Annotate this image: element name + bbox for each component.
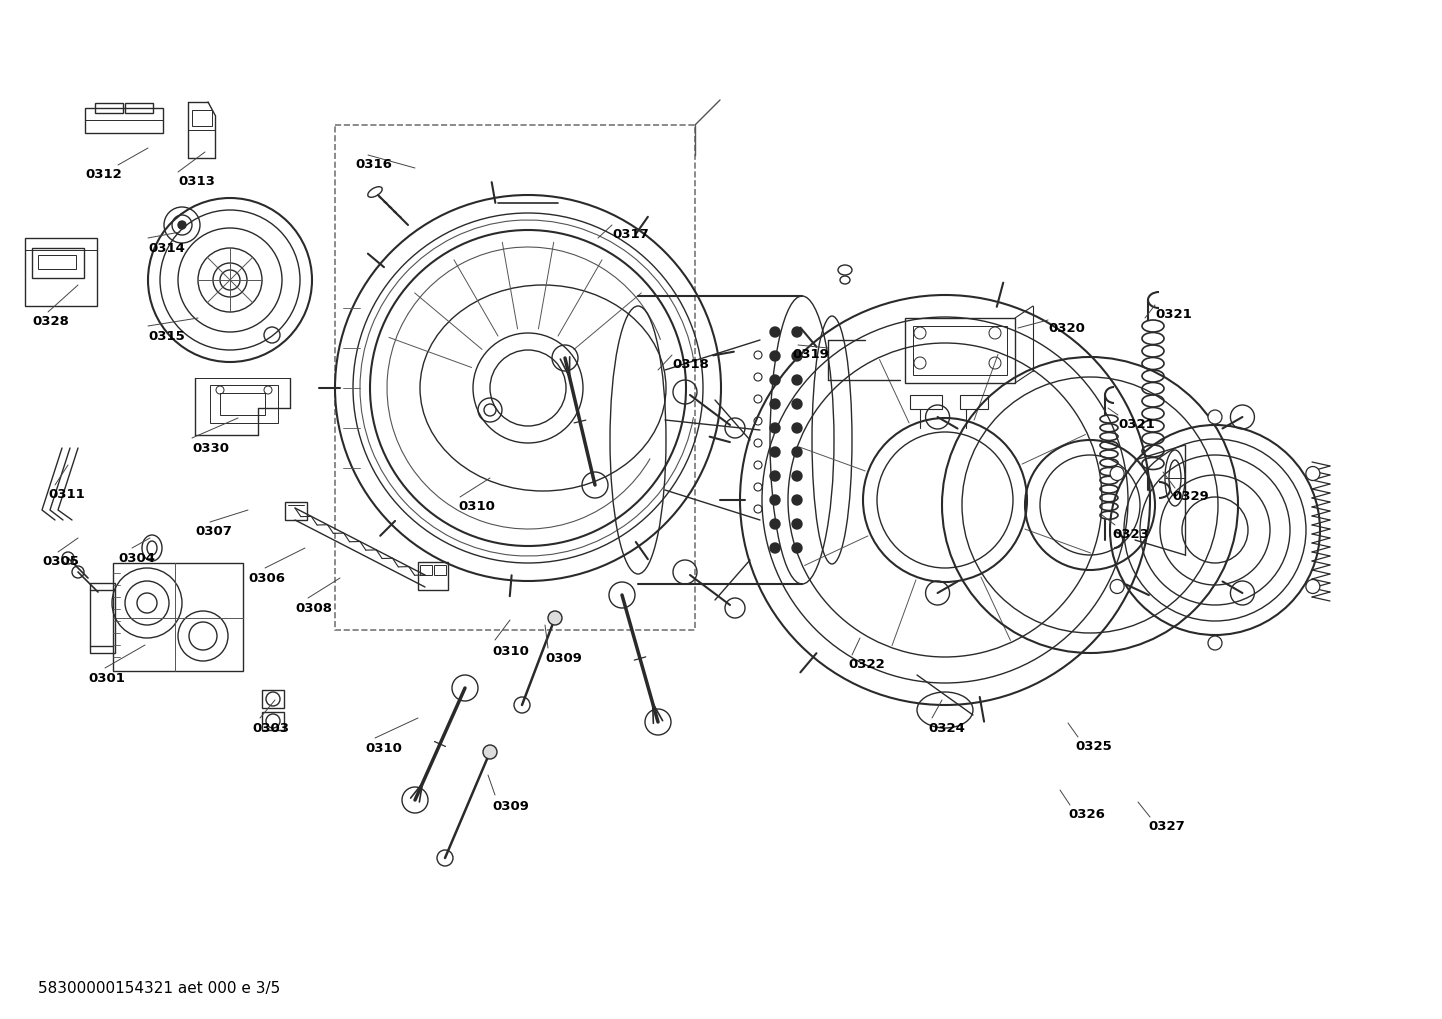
Circle shape — [1306, 580, 1319, 593]
Bar — [95, 103, 123, 113]
Bar — [335, 125, 695, 630]
Bar — [960, 395, 988, 409]
Circle shape — [770, 447, 780, 457]
Circle shape — [770, 423, 780, 433]
Text: 0321: 0321 — [1118, 418, 1155, 431]
Circle shape — [770, 351, 780, 361]
Circle shape — [792, 495, 802, 505]
Bar — [192, 110, 212, 126]
Text: 0327: 0327 — [1148, 820, 1185, 833]
Circle shape — [1208, 410, 1221, 424]
Circle shape — [792, 399, 802, 409]
Text: 0318: 0318 — [672, 358, 709, 371]
Bar — [32, 248, 84, 278]
Text: 0317: 0317 — [611, 228, 649, 242]
Bar — [89, 583, 115, 653]
Bar — [262, 690, 284, 708]
Circle shape — [792, 447, 802, 457]
Bar — [910, 395, 942, 409]
Text: 0308: 0308 — [296, 602, 332, 615]
Bar — [25, 238, 97, 306]
Circle shape — [792, 471, 802, 481]
Text: 0314: 0314 — [149, 242, 185, 255]
Circle shape — [770, 399, 780, 409]
Text: 0312: 0312 — [85, 168, 121, 181]
Text: 0322: 0322 — [848, 658, 885, 671]
Bar — [286, 502, 307, 520]
Circle shape — [1110, 467, 1125, 481]
Bar — [211, 385, 278, 423]
Text: 0313: 0313 — [177, 175, 215, 187]
Text: 0320: 0320 — [1048, 322, 1084, 335]
Text: 0304: 0304 — [118, 552, 154, 565]
Bar — [85, 108, 163, 133]
Text: 0310: 0310 — [492, 645, 529, 658]
Text: 0315: 0315 — [149, 330, 185, 343]
Circle shape — [1110, 580, 1125, 593]
Bar — [434, 565, 446, 575]
Text: 0310: 0310 — [365, 742, 402, 755]
Text: 0325: 0325 — [1074, 740, 1112, 753]
Text: 0309: 0309 — [545, 652, 583, 665]
Bar — [913, 326, 1007, 375]
Circle shape — [792, 375, 802, 385]
Circle shape — [792, 327, 802, 337]
Bar — [418, 562, 448, 590]
Text: 0316: 0316 — [355, 158, 392, 171]
Circle shape — [792, 423, 802, 433]
Bar — [125, 103, 153, 113]
Bar — [221, 393, 265, 415]
Text: 0301: 0301 — [88, 672, 125, 685]
Text: 0309: 0309 — [492, 800, 529, 813]
Text: 0307: 0307 — [195, 525, 232, 538]
Ellipse shape — [548, 611, 562, 625]
Text: 0330: 0330 — [192, 442, 229, 455]
Text: 0323: 0323 — [1112, 528, 1149, 541]
Circle shape — [770, 375, 780, 385]
Circle shape — [792, 351, 802, 361]
Text: 0319: 0319 — [792, 348, 829, 361]
Circle shape — [770, 543, 780, 553]
Bar — [420, 565, 433, 575]
Circle shape — [770, 471, 780, 481]
Bar — [37, 255, 76, 269]
Text: 0310: 0310 — [459, 500, 495, 513]
Circle shape — [770, 495, 780, 505]
Bar — [262, 712, 284, 730]
Text: 0311: 0311 — [48, 488, 85, 501]
Ellipse shape — [483, 745, 497, 759]
Text: 0303: 0303 — [252, 722, 288, 735]
Text: 0321: 0321 — [1155, 308, 1191, 321]
Text: 0324: 0324 — [929, 722, 965, 735]
Circle shape — [770, 327, 780, 337]
Circle shape — [792, 519, 802, 529]
Text: 0328: 0328 — [32, 315, 69, 328]
Text: 58300000154321 aet 000 e 3/5: 58300000154321 aet 000 e 3/5 — [37, 980, 280, 996]
Circle shape — [792, 543, 802, 553]
Circle shape — [1208, 636, 1221, 650]
Text: 0326: 0326 — [1069, 808, 1105, 821]
Text: 0329: 0329 — [1172, 490, 1208, 503]
Text: 0306: 0306 — [248, 572, 286, 585]
Circle shape — [1306, 467, 1319, 481]
Ellipse shape — [177, 221, 186, 229]
Bar — [906, 318, 1015, 383]
Text: 0305: 0305 — [42, 555, 79, 568]
Bar — [112, 564, 244, 671]
Circle shape — [770, 519, 780, 529]
